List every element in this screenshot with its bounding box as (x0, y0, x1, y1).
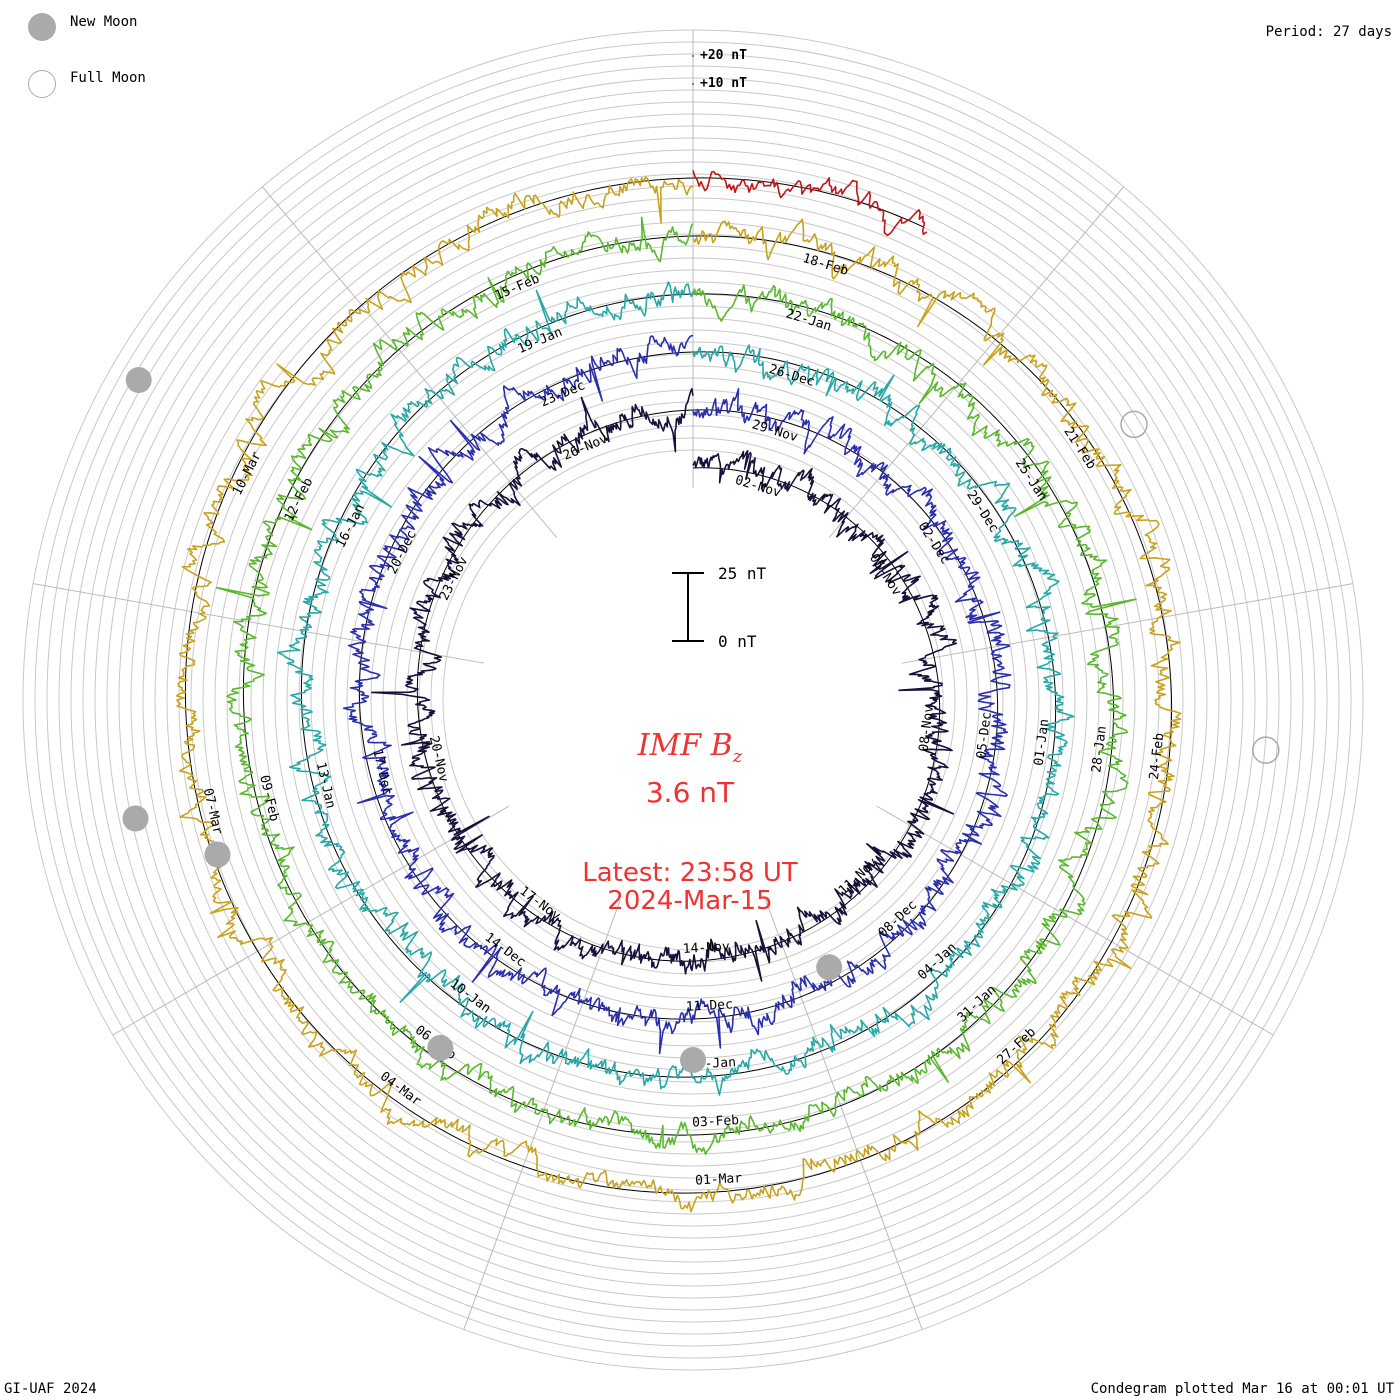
tick-label: 14-Nov (682, 939, 730, 957)
latest-value: 3.6 nT (645, 776, 735, 809)
bz-trace-rotation-1 (342, 334, 1012, 1055)
credit-label: GI-UAF 2024 (4, 1381, 97, 1397)
legend-full-moon-label: Full Moon (70, 70, 146, 86)
baseline-rotation-3 (242, 235, 1115, 1136)
day-spoke (112, 805, 510, 1036)
tick-label: 04-Jan (915, 940, 960, 983)
period-label: Period: 27 days (1265, 24, 1392, 40)
tick-label: 01-Jan (1032, 718, 1053, 766)
latest-time: Latest: 23:58 UT (582, 858, 798, 888)
tick-label: 03-Feb (692, 1113, 740, 1131)
day-spoke (901, 583, 1353, 664)
chart-title-text: IMF B (637, 728, 733, 763)
tick-label: 18-Feb (801, 251, 850, 279)
new-moon-marker (427, 1034, 454, 1061)
bz-traces (175, 170, 1182, 1213)
ref-label-20: +20 nT (700, 48, 747, 63)
day-spoke (463, 899, 621, 1330)
scale-bar (672, 572, 704, 642)
new-moon-marker (680, 1047, 706, 1073)
bz-trace-rotation-5 (692, 170, 928, 237)
plotted-label: Condegram plotted Mar 16 at 00:01 UT (1090, 1381, 1394, 1397)
scale-top-label: 25 nT (718, 564, 767, 583)
new-moon-marker (816, 954, 843, 981)
legend-full-moon-icon (28, 70, 56, 98)
day-spoke (765, 899, 923, 1330)
moon-markers (122, 367, 1280, 1073)
bz-trace-rotation-3 (216, 216, 1137, 1155)
tick-label: 27-Feb (994, 1025, 1039, 1068)
bz-trace-rotation-0 (370, 387, 958, 982)
full-moon-marker (1252, 736, 1280, 764)
latest-date: 2024-Mar-15 (607, 886, 773, 916)
ref-label-10: +10 nT (700, 76, 747, 91)
baseline-rotation-4 (184, 177, 1173, 1194)
tick-label: 28-Jan (1089, 725, 1110, 773)
chart-title-subscript: z (732, 746, 743, 767)
legend-new-moon-icon (28, 13, 56, 41)
scale-bottom-label: 0 nT (718, 632, 757, 651)
tick-label: 16-Jan (333, 502, 368, 551)
tick-label: 11-Dec (686, 997, 734, 1015)
new-moon-marker (122, 805, 149, 832)
tick-label: 12-Feb (282, 475, 317, 524)
bz-trace-rotation-2 (276, 281, 1075, 1096)
tick-label: 01-Mar (695, 1171, 743, 1189)
chart-title: IMF Bz (0, 728, 1380, 767)
day-spoke (828, 186, 1125, 538)
tick-label: 21-Feb (1060, 425, 1098, 473)
legend-new-moon-label: New Moon (70, 14, 138, 30)
tick-label: 24-Feb (1147, 732, 1168, 781)
tick-label: 02-Nov (733, 473, 782, 501)
tick-label: 19-Jan (516, 325, 565, 357)
day-spoke (33, 583, 485, 664)
full-moon-marker (1120, 410, 1148, 439)
tick-label: 10-Mar (230, 449, 265, 498)
tick-label: 08-Nov (917, 704, 938, 753)
new-moon-marker (125, 367, 152, 393)
new-moon-marker (204, 841, 231, 868)
day-spokes (33, 30, 1353, 1330)
day-spoke (261, 186, 558, 538)
tick-label: 05-Dec (974, 711, 995, 759)
day-spoke (876, 805, 1274, 1036)
tick-label: 26-Nov (561, 431, 610, 463)
bz-trace-rotation-4 (175, 176, 1182, 1213)
